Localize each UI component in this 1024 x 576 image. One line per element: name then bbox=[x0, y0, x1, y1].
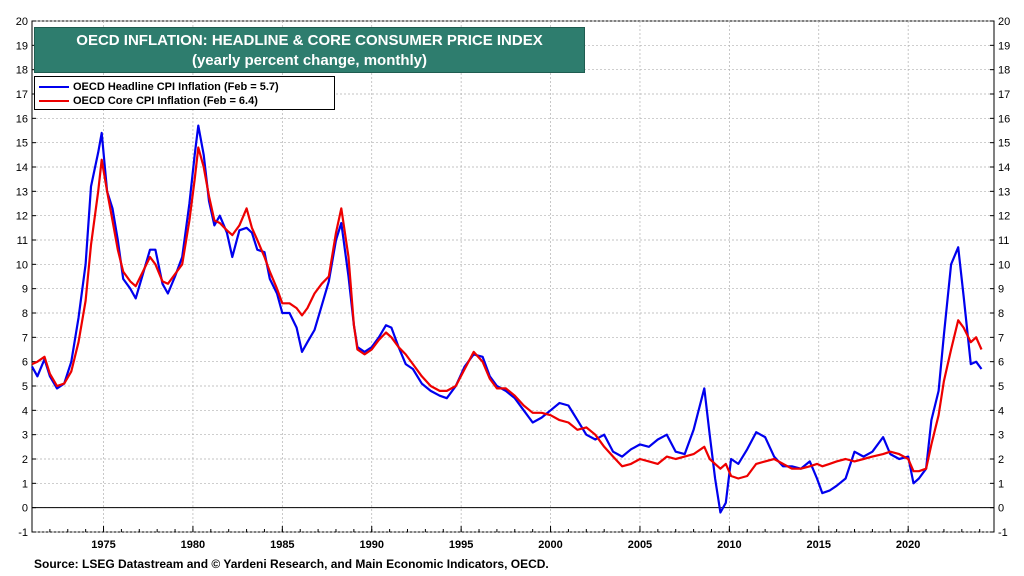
y-tick-label: 17 bbox=[16, 89, 28, 101]
y-tick-label: 6 bbox=[22, 357, 28, 369]
legend-label-headline: OECD Headline CPI Inflation (Feb = 5.7) bbox=[73, 81, 279, 93]
y-tick-label: 9 bbox=[22, 284, 28, 296]
legend: OECD Headline CPI Inflation (Feb = 5.7) … bbox=[34, 76, 335, 110]
y-tick-label: 0 bbox=[998, 503, 1004, 515]
y-tick-label: 14 bbox=[998, 162, 1010, 174]
y-tick-label: 5 bbox=[998, 381, 1004, 393]
y-tick-label: 10 bbox=[998, 259, 1010, 271]
y-tick-label: 13 bbox=[998, 186, 1010, 198]
source-note: Source: LSEG Datastream and © Yardeni Re… bbox=[34, 557, 549, 571]
y-tick-label: 10 bbox=[16, 259, 28, 271]
x-tick-label: 2015 bbox=[807, 539, 831, 551]
y-tick-label: 20 bbox=[998, 16, 1010, 28]
y-tick-label: 4 bbox=[22, 405, 28, 417]
y-tick-label: 12 bbox=[998, 211, 1010, 223]
y-tick-label: 3 bbox=[22, 430, 28, 442]
y-tick-label: 1 bbox=[998, 478, 1004, 490]
y-tick-label: 9 bbox=[998, 284, 1004, 296]
y-tick-label: 7 bbox=[22, 332, 28, 344]
chart-title: OECD INFLATION: HEADLINE & CORE CONSUMER… bbox=[76, 32, 543, 49]
y-tick-label: -1 bbox=[18, 527, 28, 539]
y-tick-label: 8 bbox=[998, 308, 1004, 320]
y-tick-label: 18 bbox=[16, 65, 28, 77]
y-tick-label: 11 bbox=[17, 235, 28, 247]
y-tick-label: 11 bbox=[998, 235, 1009, 247]
y-tick-label: 16 bbox=[16, 113, 28, 125]
series-core-line bbox=[31, 146, 983, 480]
y-tick-label: 4 bbox=[998, 405, 1004, 417]
y-tick-label: 15 bbox=[998, 138, 1010, 150]
chart-subtitle: (yearly percent change, monthly) bbox=[191, 52, 428, 69]
x-tick-label: 2010 bbox=[717, 539, 741, 551]
y-tick-label: 2 bbox=[22, 454, 28, 466]
y-tick-label: -1 bbox=[998, 527, 1008, 539]
y-tick-label: 19 bbox=[998, 40, 1010, 52]
legend-item-headline: OECD Headline CPI Inflation (Feb = 5.7) bbox=[39, 80, 279, 94]
y-tick-label: 17 bbox=[998, 89, 1010, 101]
series-layer bbox=[31, 124, 983, 514]
x-tick-label: 1990 bbox=[359, 539, 383, 551]
y-tick-label: 14 bbox=[16, 162, 28, 174]
x-tick-label: 1980 bbox=[181, 539, 205, 551]
x-tick-label: 1975 bbox=[91, 539, 115, 551]
legend-swatch-core bbox=[39, 100, 69, 103]
y-tick-label: 15 bbox=[16, 138, 28, 150]
y-tick-label: 8 bbox=[22, 308, 28, 320]
x-tick-label: 2005 bbox=[628, 539, 652, 551]
legend-item-core: OECD Core CPI Inflation (Feb = 6.4) bbox=[39, 94, 258, 108]
x-tick-label: 2000 bbox=[538, 539, 562, 551]
y-tick-label: 13 bbox=[16, 186, 28, 198]
y-tick-label: 12 bbox=[16, 211, 28, 223]
y-tick-label: 3 bbox=[998, 430, 1004, 442]
y-tick-label: 19 bbox=[16, 40, 28, 52]
y-tick-label: 1 bbox=[22, 478, 28, 490]
x-axis: 1975 1980 1985 1990 1995 2000 2005 2010 2015 2020 bbox=[31, 526, 981, 551]
x-tick-label: 1985 bbox=[270, 539, 294, 551]
y-tick-label: 20 bbox=[16, 16, 28, 28]
legend-swatch-headline bbox=[39, 86, 69, 89]
y-tick-label: 6 bbox=[998, 357, 1004, 369]
x-tick-label: 1995 bbox=[449, 539, 473, 551]
y-tick-label: 18 bbox=[998, 65, 1010, 77]
legend-label-core: OECD Core CPI Inflation (Feb = 6.4) bbox=[73, 95, 258, 107]
y-tick-label: 0 bbox=[22, 503, 28, 515]
y-tick-label: 2 bbox=[998, 454, 1004, 466]
y-tick-label: 5 bbox=[22, 381, 28, 393]
chart-title-box: OECD INFLATION: HEADLINE & CORE CONSUMER… bbox=[34, 27, 585, 73]
y-tick-label: 7 bbox=[998, 332, 1004, 344]
y-tick-label: 16 bbox=[998, 113, 1010, 125]
x-tick-label: 2020 bbox=[896, 539, 920, 551]
